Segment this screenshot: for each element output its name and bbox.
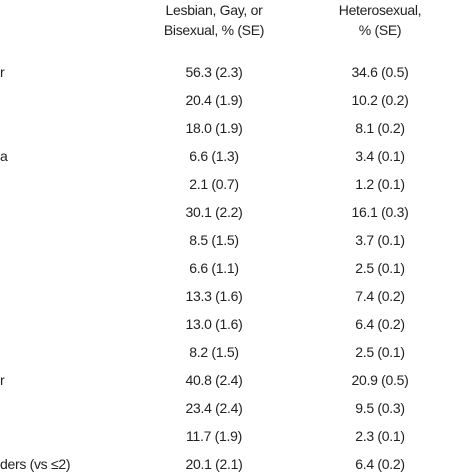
cell: 8.1 (0.2) xyxy=(355,120,405,136)
cell: 30.1 (2.2) xyxy=(185,204,243,220)
cell: 6.4 (0.2) xyxy=(355,456,405,472)
cell: 6.6 (1.1) xyxy=(189,260,239,276)
cell: 3.7 (0.1) xyxy=(355,232,405,248)
cell: 56.3 (2.3) xyxy=(185,64,243,80)
row-label: r xyxy=(0,372,5,388)
row-label: ders (vs ≤2) xyxy=(0,456,71,472)
cell: 6.4 (0.2) xyxy=(355,316,405,332)
cell: 34.6 (0.5) xyxy=(351,64,409,80)
cell: 23.4 (2.4) xyxy=(185,400,243,416)
row-label: a xyxy=(0,148,8,164)
cell: 8.5 (1.5) xyxy=(189,232,239,248)
cell: 18.0 (1.9) xyxy=(185,120,243,136)
cell: 8.2 (1.5) xyxy=(189,344,239,360)
cell: 20.1 (2.1) xyxy=(185,456,243,472)
cell: 13.3 (1.6) xyxy=(185,288,243,304)
column-header: Bisexual, % (SE) xyxy=(163,22,265,38)
cell: 10.2 (0.2) xyxy=(351,92,409,108)
cell: 3.4 (0.1) xyxy=(355,148,405,164)
cell: 16.1 (0.3) xyxy=(351,204,409,220)
cell: 20.4 (1.9) xyxy=(185,92,243,108)
column-header: Heterosexual, xyxy=(338,2,422,18)
cell: 9.5 (0.3) xyxy=(355,400,405,416)
column-header: % (SE) xyxy=(358,22,402,38)
cell: 2.3 (0.1) xyxy=(355,428,405,444)
row-label: r xyxy=(0,64,5,80)
cell: 20.9 (0.5) xyxy=(351,372,409,388)
cell: 7.4 (0.2) xyxy=(355,288,405,304)
cell: 2.1 (0.7) xyxy=(189,176,239,192)
cell: 11.7 (1.9) xyxy=(186,428,242,444)
cell: 2.5 (0.1) xyxy=(355,344,405,360)
cell: 2.5 (0.1) xyxy=(355,260,405,276)
cell: 40.8 (2.4) xyxy=(185,372,243,388)
cell: 1.2 (0.1) xyxy=(355,176,405,192)
cell: 13.0 (1.6) xyxy=(185,316,243,332)
column-header: Lesbian, Gay, or xyxy=(165,2,263,18)
cell: 6.6 (1.3) xyxy=(189,148,239,164)
